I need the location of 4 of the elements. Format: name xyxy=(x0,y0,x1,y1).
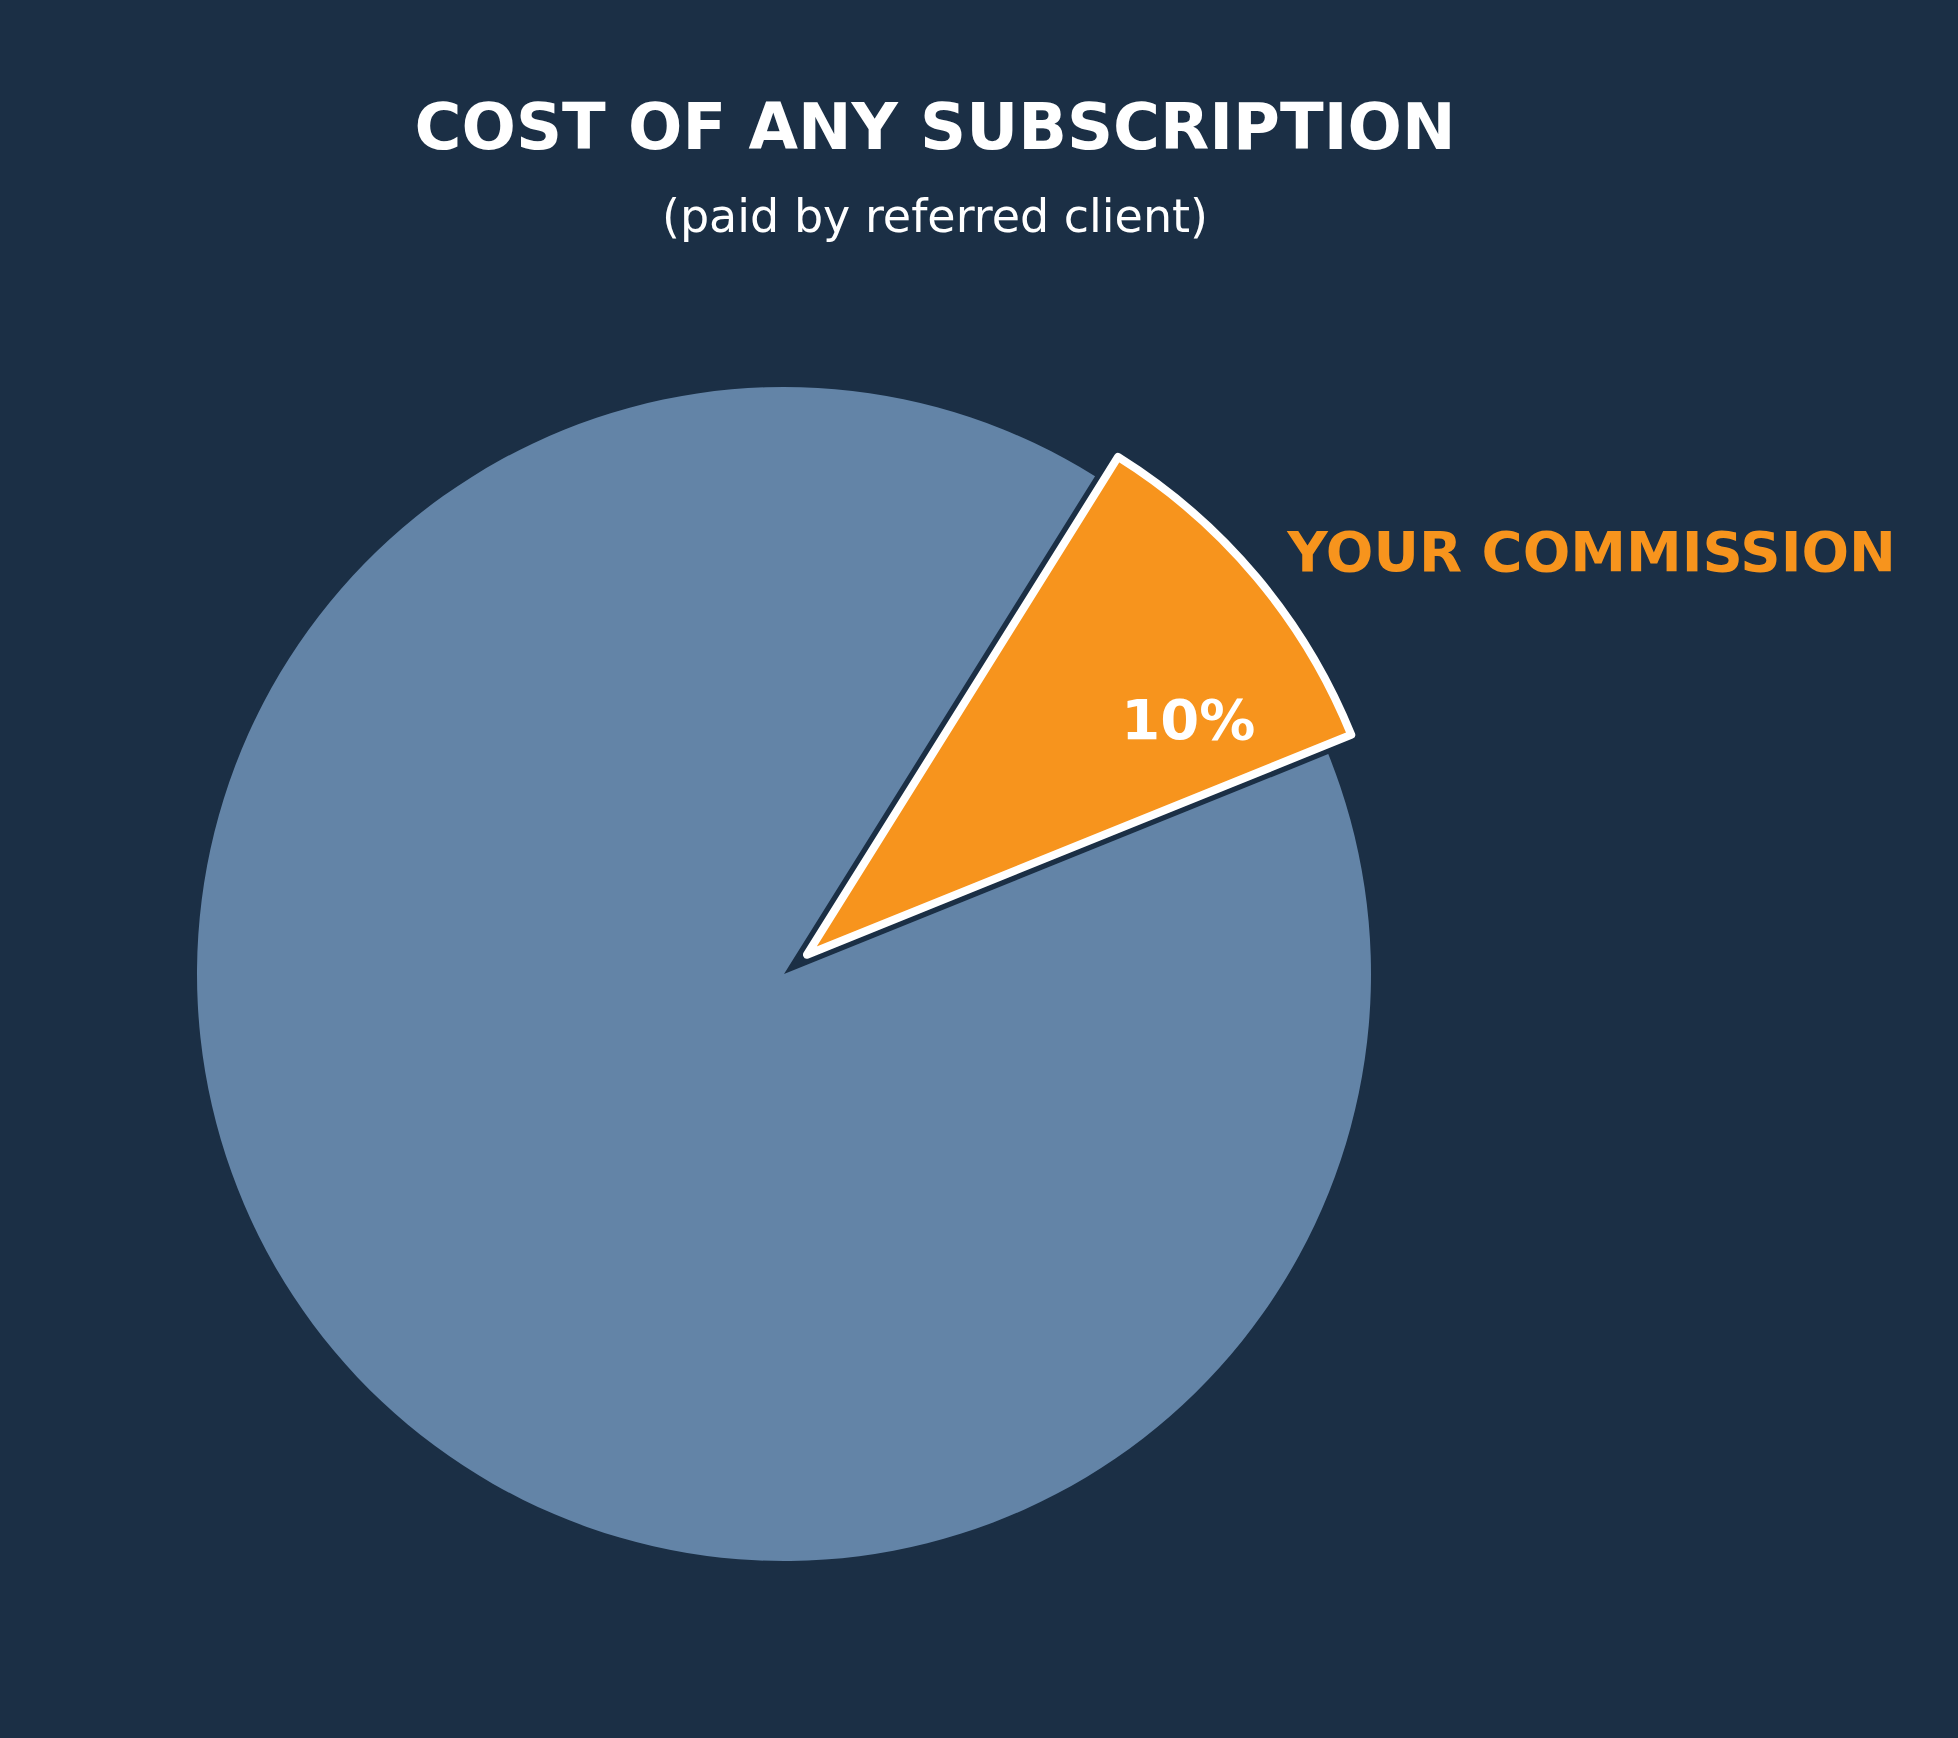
chart-title: COST OF ANY SUBSCRIPTION xyxy=(414,90,1456,164)
slice-label: YOUR COMMISSION xyxy=(1286,519,1896,585)
data-label: 10% xyxy=(1121,686,1256,752)
chart-subtitle: (paid by referred client) xyxy=(661,189,1209,243)
